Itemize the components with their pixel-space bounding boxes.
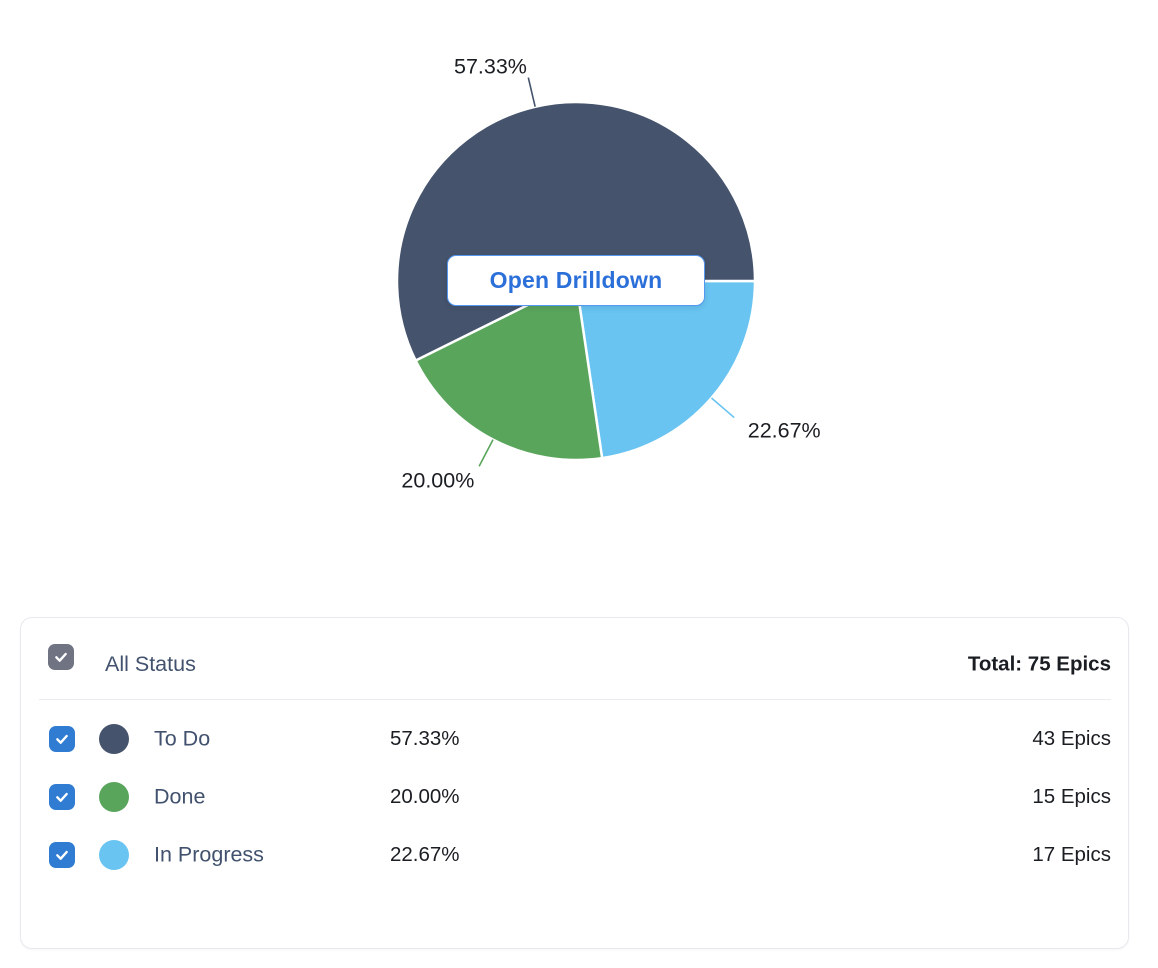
all-status-label: All Status <box>105 652 196 676</box>
check-icon <box>56 850 68 860</box>
done-percent: 20.00% <box>390 785 460 808</box>
done-count: 15 Epics <box>1032 785 1111 808</box>
label-line-to-do <box>527 77 536 107</box>
pie-label-to-do: 57.33% <box>454 55 527 79</box>
check-icon <box>56 734 68 744</box>
todo-color-dot <box>99 724 129 754</box>
total-epics-label: Total: 75 Epics <box>967 652 1111 676</box>
legend-row-in-progress: In Progress 22.67% 17 Epics <box>21 831 1128 879</box>
legend-row-todo: To Do 57.33% 43 Epics <box>21 715 1128 763</box>
in-progress-count: 17 Epics <box>1032 843 1111 866</box>
legend-header: All Status Total: 75 Epics <box>21 643 1128 683</box>
check-icon <box>56 792 68 802</box>
todo-percent: 57.33% <box>390 727 460 750</box>
legend-row-done: Done 20.00% 15 Epics <box>21 773 1128 821</box>
in-progress-label: In Progress <box>154 842 264 867</box>
label-line-in-progress <box>710 397 735 419</box>
done-checkbox[interactable] <box>49 784 75 810</box>
done-color-dot <box>99 782 129 812</box>
pie-label-in-progress: 22.67% <box>748 419 821 443</box>
legend-panel: All Status Total: 75 Epics To Do 57.33% … <box>20 617 1129 949</box>
todo-checkbox[interactable] <box>49 726 75 752</box>
open-drilldown-button[interactable]: Open Drilldown <box>447 255 705 306</box>
todo-label: To Do <box>154 726 211 751</box>
header-divider <box>39 699 1111 700</box>
pie-slice-in-progress[interactable] <box>574 279 757 460</box>
in-progress-percent: 22.67% <box>390 843 460 866</box>
all-status-checkbox[interactable] <box>48 644 74 670</box>
in-progress-color-dot <box>99 840 129 870</box>
todo-count: 43 Epics <box>1032 727 1111 750</box>
pie-chart-area: 22.67% 20.00% 57.33% Open Drilldown <box>395 55 821 493</box>
label-line-done <box>478 439 494 467</box>
pie-slice-done[interactable] <box>414 279 604 462</box>
pie-label-done: 20.00% <box>401 469 474 493</box>
in-progress-checkbox[interactable] <box>49 842 75 868</box>
done-label: Done <box>154 784 206 809</box>
check-icon <box>55 652 67 662</box>
